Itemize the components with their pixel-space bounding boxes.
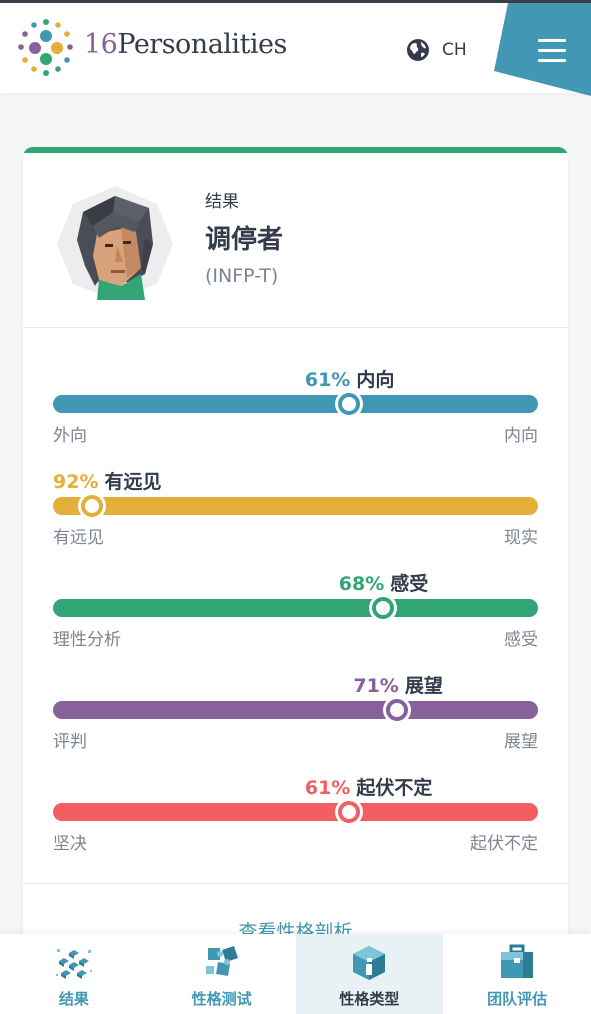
trait-name: 有远见: [104, 471, 162, 493]
trait-knob: [337, 801, 360, 823]
briefcase-icon: [501, 944, 534, 978]
globe-icon: [407, 39, 429, 61]
hamburger-line: [538, 49, 566, 52]
trait-left-label: 评判: [53, 732, 87, 752]
trait-heading: 68% 感受: [339, 569, 429, 596]
trait-knob: [80, 495, 103, 517]
trait-percent: 92%: [53, 471, 99, 493]
nav-label: 性格类型: [339, 990, 400, 1008]
trait-left-label: 外向: [53, 426, 87, 446]
trait-identity: 61% 起伏不定 坚决 起伏不定: [53, 773, 538, 859]
trait-name: 感受: [390, 573, 429, 595]
bottom-navigation: 结果 性格测试 性格类型 团队评估: [0, 934, 591, 1014]
trait-energy: 92% 有远见 有远见 现实: [53, 467, 538, 553]
trait-left-label: 坚决: [53, 834, 87, 854]
trait-right-label: 内向: [504, 426, 538, 446]
trait-right-label: 起伏不定: [470, 834, 538, 854]
language-label: CH: [442, 40, 467, 60]
trait-bar[interactable]: [53, 701, 538, 719]
result-label: 结果: [205, 192, 239, 212]
trait-heading: 92% 有远见: [53, 467, 162, 494]
trait-right-label: 感受: [504, 630, 538, 650]
nav-item-types[interactable]: 性格类型: [295, 934, 444, 1014]
nav-label: 团队评估: [487, 990, 548, 1008]
trait-heading: 71% 展望: [353, 671, 443, 698]
trait-name: 展望: [404, 675, 443, 697]
brand-name: Personalities: [117, 29, 287, 60]
mediator-avatar: [57, 186, 173, 300]
trait-percent: 68%: [338, 573, 385, 595]
nav-label: 性格测试: [191, 990, 252, 1008]
nav-item-results[interactable]: 结果: [0, 934, 148, 1014]
hamburger-line: [538, 39, 566, 42]
card-accent-bar: [23, 147, 568, 153]
result-card: 结果 调停者 (INFP-T) 61% 内向 外向 内向 92% 有远见 有远见 现…: [23, 147, 568, 947]
trait-right-label: 现实: [504, 528, 538, 548]
brand-number: 16: [84, 29, 118, 60]
nav-item-test[interactable]: 性格测试: [148, 934, 296, 1014]
trait-knob: [371, 597, 394, 619]
trait-tactics: 71% 展望 评判 展望: [53, 671, 538, 757]
trait-percent: 61%: [304, 369, 351, 391]
personality-type-code: (INFP-T): [205, 265, 279, 287]
trait-percent: 71%: [353, 675, 399, 697]
trait-mind: 61% 内向 外向 内向: [53, 365, 538, 451]
trait-heading: 61% 内向: [305, 365, 395, 392]
trait-heading: 61% 起伏不定: [305, 773, 433, 800]
language-selector[interactable]: CH: [406, 37, 467, 63]
site-header: 16Personalities CH: [0, 3, 591, 96]
menu-button[interactable]: [538, 39, 566, 62]
card-divider: [23, 883, 568, 884]
molecule-icon: [55, 949, 92, 979]
trait-nature: 68% 感受 理性分析 感受: [53, 569, 538, 655]
logo-icon[interactable]: [16, 17, 76, 79]
card-divider: [23, 327, 568, 328]
hamburger-line: [538, 59, 566, 62]
trait-right-label: 展望: [504, 732, 538, 752]
puzzle-icon: [205, 946, 238, 976]
trait-bar[interactable]: [53, 803, 538, 821]
trait-name: 起伏不定: [356, 777, 433, 799]
personality-type-name[interactable]: 调停者: [205, 225, 284, 255]
nav-item-teams[interactable]: 团队评估: [443, 934, 591, 1014]
trait-knob: [337, 393, 360, 415]
trait-percent: 61%: [304, 777, 351, 799]
trait-left-label: 有远见: [53, 528, 104, 548]
trait-bar[interactable]: [53, 497, 538, 515]
info-cube-icon: [353, 946, 386, 980]
trait-bar[interactable]: [53, 395, 538, 413]
status-strip: [0, 0, 591, 3]
trait-bar[interactable]: [53, 599, 538, 617]
trait-name: 内向: [356, 369, 395, 391]
brand-wordmark[interactable]: 16Personalities: [84, 29, 287, 60]
nav-label: 结果: [58, 990, 89, 1008]
trait-knob: [386, 699, 409, 721]
trait-left-label: 理性分析: [53, 630, 121, 650]
